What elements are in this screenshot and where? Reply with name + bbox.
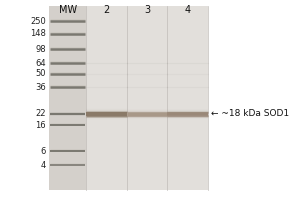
Text: MW: MW — [58, 5, 77, 15]
Text: 4: 4 — [184, 5, 190, 15]
Bar — [127, 6, 167, 190]
Text: 64: 64 — [35, 58, 46, 68]
Text: 250: 250 — [30, 17, 46, 25]
Bar — [86, 6, 127, 190]
Text: 36: 36 — [35, 83, 46, 92]
Text: ← ~18 kDa SOD1: ← ~18 kDa SOD1 — [211, 110, 289, 118]
Text: 98: 98 — [35, 45, 46, 53]
Text: 22: 22 — [35, 110, 46, 118]
Text: 148: 148 — [30, 29, 46, 38]
Text: 4: 4 — [41, 160, 46, 170]
Bar — [49, 6, 86, 190]
Text: 16: 16 — [35, 120, 46, 130]
Text: 50: 50 — [35, 70, 46, 78]
Bar — [167, 6, 208, 190]
Text: 6: 6 — [40, 146, 46, 156]
Bar — [49, 6, 208, 190]
Text: 2: 2 — [103, 5, 110, 15]
Text: 3: 3 — [144, 5, 150, 15]
